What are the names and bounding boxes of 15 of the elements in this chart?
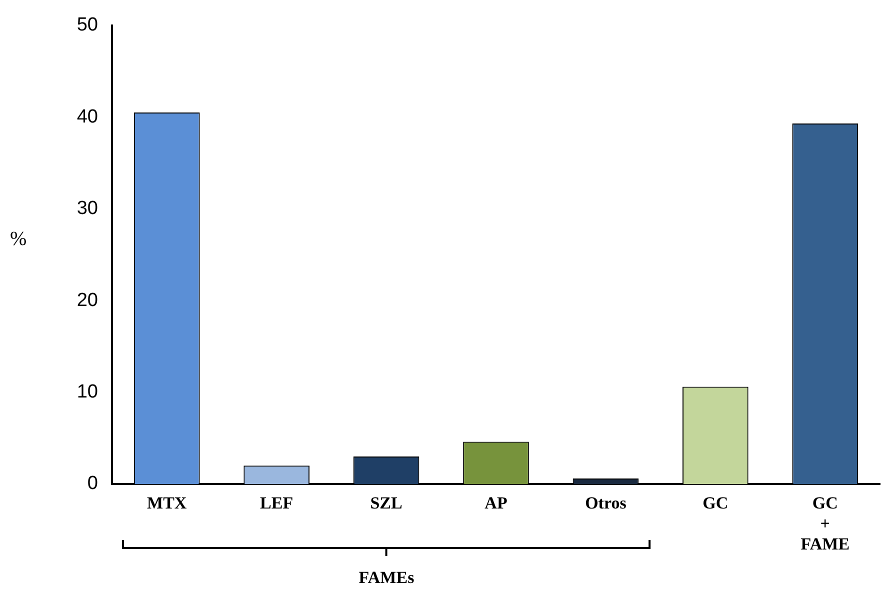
x-tick-label: Otros (585, 494, 627, 513)
y-tick-label: 0 (87, 473, 98, 494)
x-tick-label: GC + FAME (800, 494, 850, 554)
text: FAMEs (358, 568, 414, 588)
x-tick-label: AP (484, 494, 508, 513)
y-tick-label: 10 (76, 382, 98, 403)
y-tick-label: 40 (76, 106, 98, 128)
x-tick-label: GC (702, 494, 728, 513)
y-tick-label: 50 (76, 14, 98, 36)
x-tick-label: MTX (147, 494, 188, 513)
x-tick-label: SZL (370, 494, 402, 513)
y-tick-label: 30 (76, 198, 98, 220)
y-axis-title: % (10, 228, 27, 251)
x-tick-label: LEF (260, 494, 294, 513)
y-tick-label: 20 (76, 290, 98, 311)
